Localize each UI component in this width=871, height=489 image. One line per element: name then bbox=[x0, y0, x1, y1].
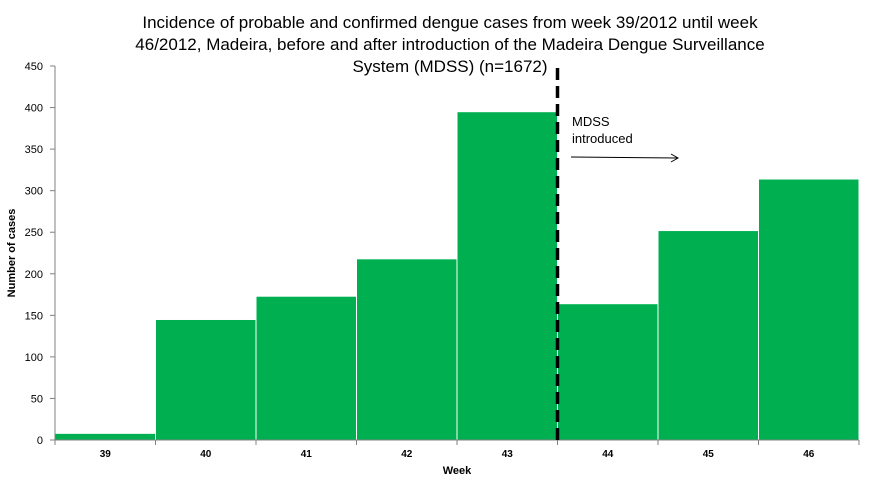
bar-week-39 bbox=[54, 432, 156, 441]
arrow-head-icon bbox=[670, 153, 680, 163]
bar-week-42 bbox=[356, 258, 458, 441]
x-axis: 39 40 41 42 43 44 45 46 bbox=[54, 439, 860, 460]
bar-week-45 bbox=[657, 230, 759, 441]
y-axis: 0 50 100 150 200 250 300 350 400 450 bbox=[25, 61, 56, 447]
bars-group bbox=[54, 111, 860, 441]
y-tick-label: 150 bbox=[25, 310, 43, 322]
chart-title-line-1: Incidence of probable and confirmed deng… bbox=[142, 13, 758, 32]
y-tick-label: 250 bbox=[25, 227, 43, 239]
y-tick-label: 200 bbox=[25, 269, 43, 281]
y-tick-label: 50 bbox=[31, 393, 43, 405]
bar-week-43 bbox=[456, 111, 558, 441]
bar-week-40 bbox=[155, 318, 257, 441]
y-axis-label: Number of cases bbox=[6, 209, 18, 298]
x-tick-label: 45 bbox=[703, 449, 715, 460]
y-tick-label: 300 bbox=[25, 186, 43, 198]
x-tick-label: 41 bbox=[301, 449, 313, 460]
x-axis-label: Week bbox=[443, 465, 472, 477]
x-tick-label: 42 bbox=[401, 449, 413, 460]
x-tick-label: 39 bbox=[100, 449, 112, 460]
annotation-line-2: introduced bbox=[572, 131, 633, 146]
arrow-right-icon bbox=[570, 156, 679, 159]
mdss-annotation: MDSS introduced bbox=[555, 68, 680, 440]
bar-week-41 bbox=[255, 295, 357, 441]
annotation-line-1: MDSS bbox=[572, 114, 610, 129]
y-tick-label: 400 bbox=[25, 103, 43, 115]
x-tick-label: 46 bbox=[803, 449, 815, 460]
chart-title: Incidence of probable and confirmed deng… bbox=[100, 12, 800, 78]
bar-week-44 bbox=[557, 303, 659, 441]
chart-title-line-2: 46/2012, Madeira, before and after intro… bbox=[135, 35, 765, 54]
y-tick-label: 450 bbox=[25, 61, 43, 73]
x-tick-label: 44 bbox=[602, 449, 614, 460]
chart-title-line-3: System (MDSS) (n=1672) bbox=[352, 57, 548, 76]
x-tick-label: 40 bbox=[200, 449, 212, 460]
y-tick-label: 350 bbox=[25, 144, 43, 156]
bar-week-46 bbox=[758, 178, 860, 441]
x-tick-label: 43 bbox=[502, 449, 514, 460]
y-tick-label: 0 bbox=[37, 435, 43, 447]
y-tick-label: 100 bbox=[25, 352, 43, 364]
